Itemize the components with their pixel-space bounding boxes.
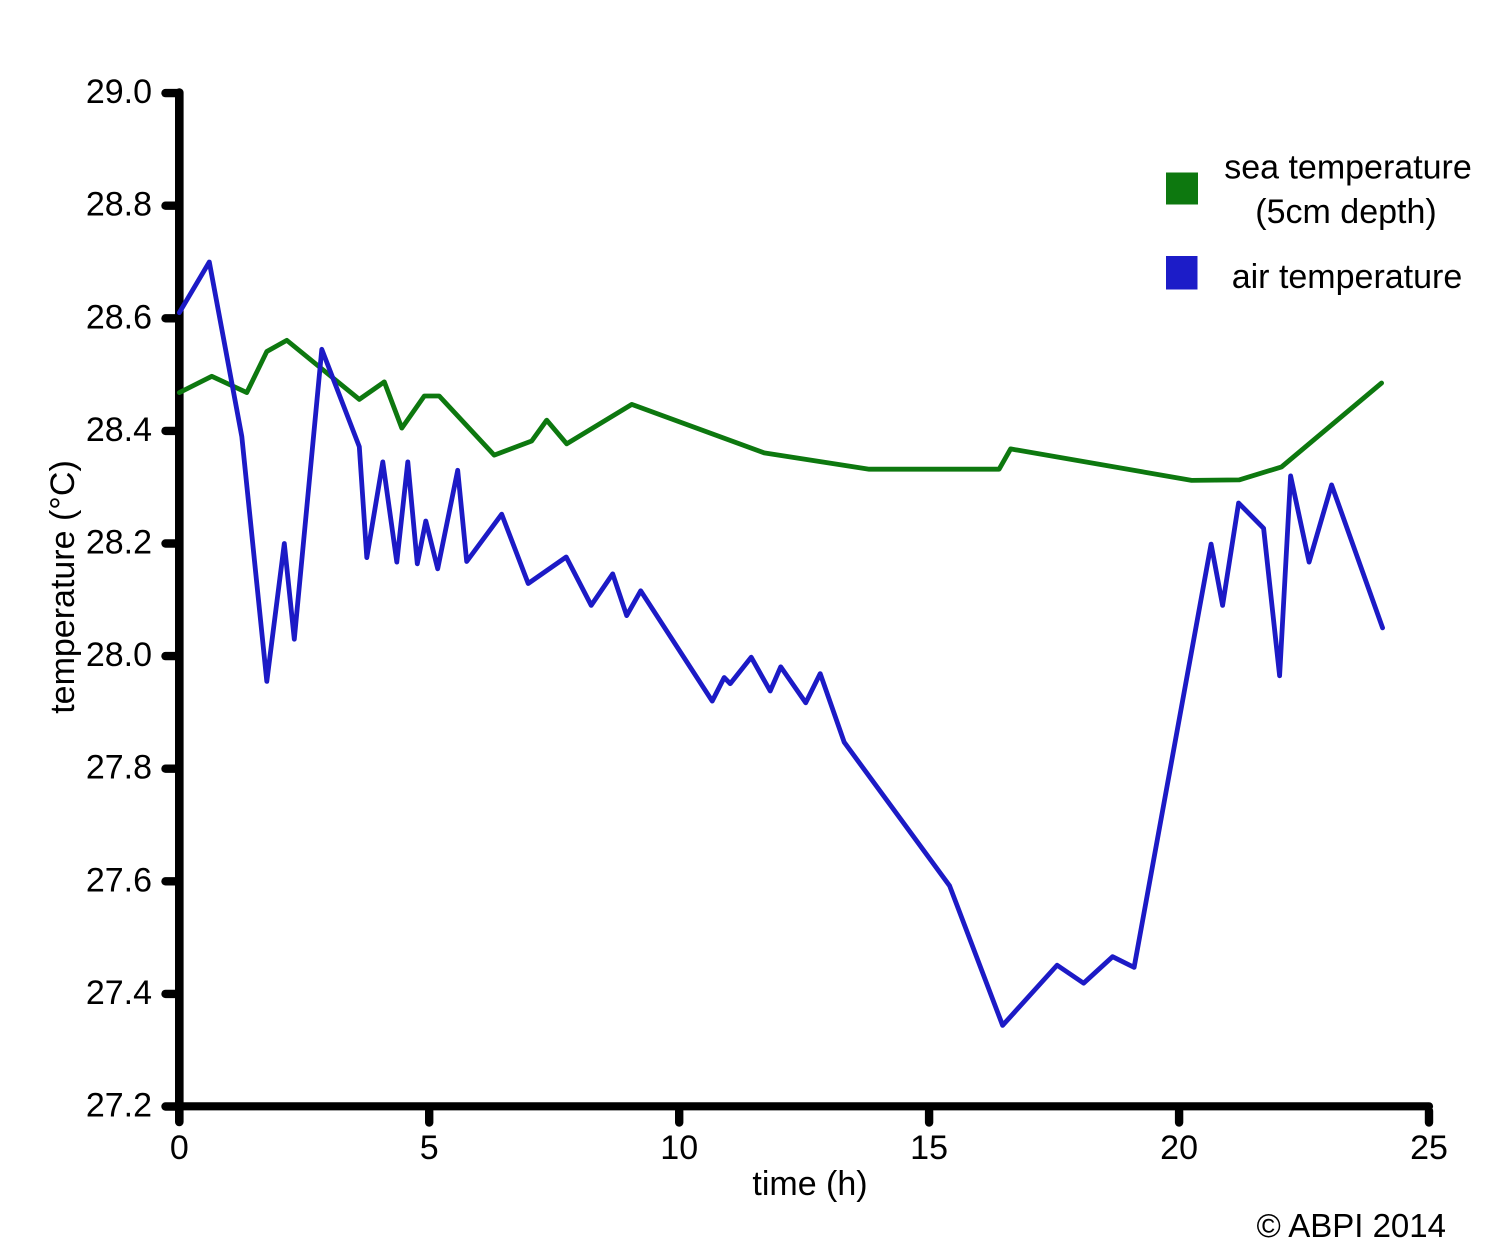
svg-text:27.6: 27.6 <box>86 861 152 899</box>
svg-text:25: 25 <box>1410 1129 1448 1167</box>
svg-text:27.4: 27.4 <box>86 974 152 1012</box>
svg-text:15: 15 <box>910 1129 948 1167</box>
svg-text:29.0: 29.0 <box>86 73 152 111</box>
svg-text:© ABPI 2014: © ABPI 2014 <box>1257 1207 1446 1244</box>
svg-text:sea temperature: sea temperature <box>1224 149 1472 187</box>
svg-text:0: 0 <box>170 1129 189 1167</box>
svg-text:time (h): time (h) <box>752 1165 867 1203</box>
svg-text:air temperature: air temperature <box>1232 258 1463 296</box>
svg-text:27.2: 27.2 <box>86 1087 152 1125</box>
svg-text:28.2: 28.2 <box>86 524 152 562</box>
svg-text:27.8: 27.8 <box>86 749 152 787</box>
svg-text:10: 10 <box>660 1129 698 1167</box>
svg-text:temperature (°C): temperature (°C) <box>44 460 82 714</box>
svg-text:28.0: 28.0 <box>86 636 152 674</box>
svg-text:20: 20 <box>1160 1129 1198 1167</box>
svg-text:28.4: 28.4 <box>86 411 152 449</box>
svg-text:5: 5 <box>420 1129 439 1167</box>
svg-text:(5cm depth): (5cm depth) <box>1255 193 1436 231</box>
svg-text:28.6: 28.6 <box>86 298 152 336</box>
svg-text:28.8: 28.8 <box>86 186 152 224</box>
